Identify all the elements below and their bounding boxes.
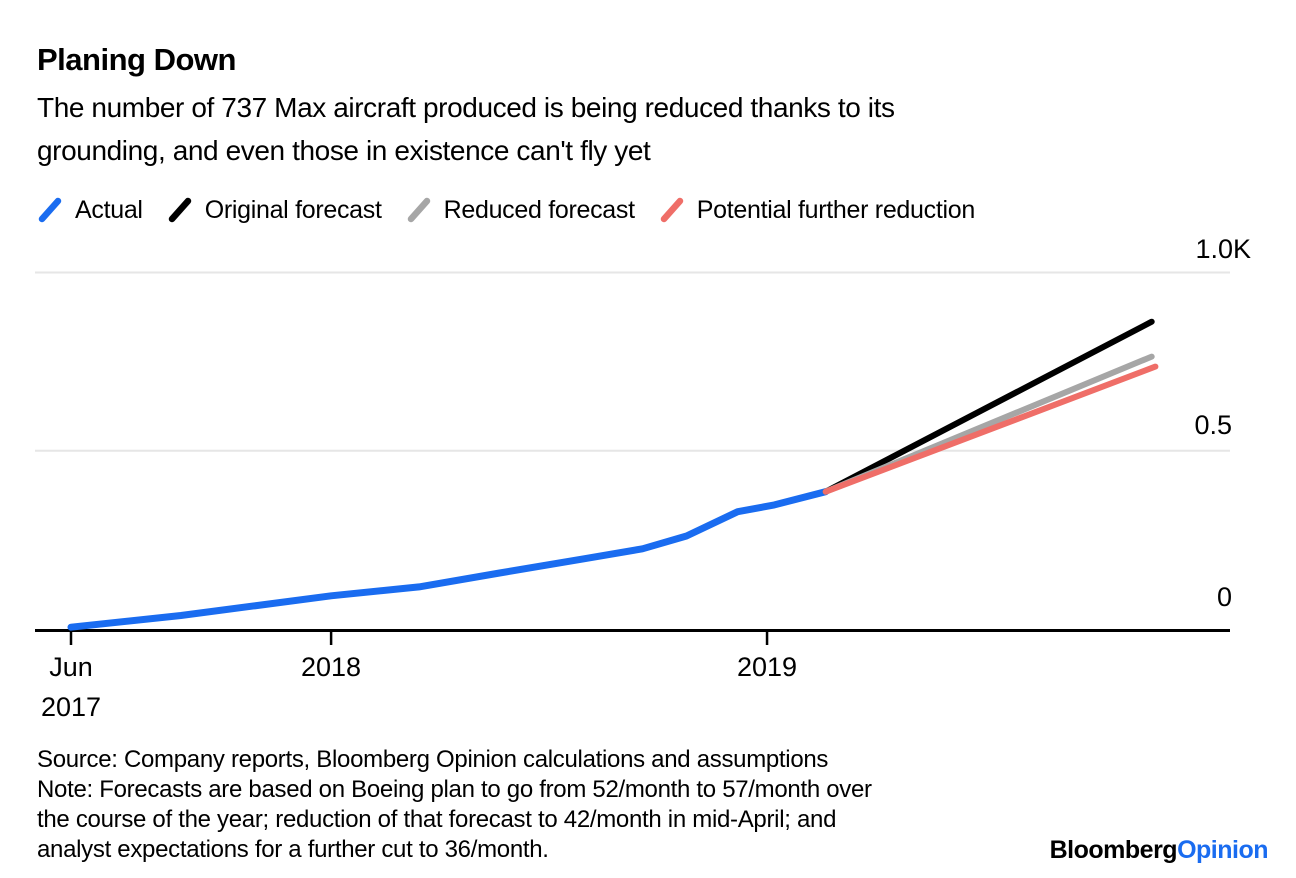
legend-item-potential-further-reduction: Potential further reduction	[659, 195, 975, 225]
bloomberg-opinion-logo: BloombergOpinion	[1049, 836, 1269, 865]
chart-legend: Actual Original forecast Reduced forecas…	[37, 193, 999, 227]
legend-label: Actual	[75, 195, 143, 224]
legend-label: Reduced forecast	[443, 195, 635, 224]
x-axis-label-year: 2017	[40, 692, 102, 722]
y-axis-label-500: 0.5	[1194, 410, 1232, 440]
legend-slash-icon	[660, 197, 684, 223]
note-line-2: the course of the year; reduction of tha…	[37, 806, 837, 833]
legend-label: Original forecast	[204, 195, 382, 224]
page-title: Planing Down	[37, 42, 236, 77]
legend-item-original-forecast: Original forecast	[167, 195, 382, 225]
source-line: Source: Company reports, Bloomberg Opini…	[37, 746, 829, 773]
legend-slash-icon	[168, 197, 191, 223]
chart-footnotes: Source: Company reports, Bloomberg Opini…	[37, 745, 872, 865]
series-line-actual	[67, 488, 830, 631]
logo-bloomberg-text: Bloomberg	[1049, 836, 1178, 864]
legend-item-reduced-forecast: Reduced forecast	[406, 195, 635, 225]
logo-opinion-text: Opinion	[1177, 836, 1268, 864]
legend-slash-icon	[38, 197, 62, 223]
series-line-potential-further-reduction	[822, 363, 1159, 495]
x-axis-label-jun-2017: Jun 2017	[41, 652, 101, 723]
subtitle-line-2: grounding, and even those in existence c…	[37, 135, 651, 166]
legend-slash-icon	[407, 197, 430, 223]
series-line-original-forecast	[822, 318, 1155, 495]
note-line-3: analyst expectations for a further cut t…	[37, 836, 549, 863]
legend-label: Potential further reduction	[696, 195, 975, 224]
y-axis-label-0: 0	[1216, 582, 1232, 612]
x-axis-label-2018: 2018	[300, 652, 362, 682]
y-axis-label-1000: 1.0K	[1195, 234, 1251, 264]
subtitle-line-1: The number of 737 Max aircraft produced …	[37, 92, 895, 123]
x-axis-label-2019: 2019	[736, 652, 798, 682]
note-line-1: Note: Forecasts are based on Boeing plan…	[37, 776, 872, 803]
legend-item-actual: Actual	[37, 195, 143, 225]
x-axis-label-month: Jun	[49, 652, 93, 682]
chart-subtitle: The number of 737 Max aircraft produced …	[37, 86, 895, 172]
